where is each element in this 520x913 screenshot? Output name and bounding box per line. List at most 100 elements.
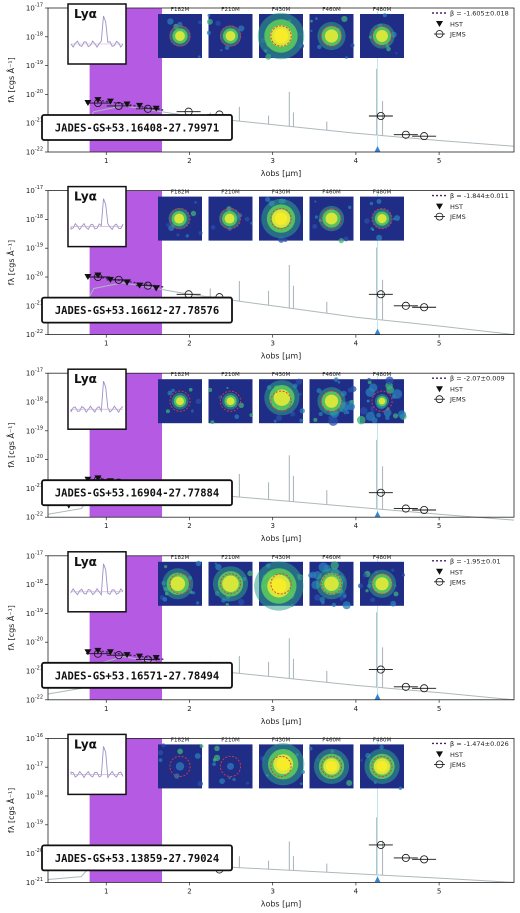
noise-speckle xyxy=(386,385,395,394)
photometry-point xyxy=(420,132,429,141)
noise-speckle xyxy=(238,598,245,606)
source-name: JADES-GS+53.16408-27.79971 xyxy=(55,123,219,135)
noise-speckle xyxy=(299,408,305,414)
legend-jems-label: JEMS xyxy=(449,213,466,221)
noise-speckle xyxy=(157,750,164,756)
source-core xyxy=(378,397,386,405)
cutout-filter-label: F430M xyxy=(272,190,291,196)
source-core xyxy=(224,213,235,224)
axes-frame xyxy=(47,555,515,701)
beta-fit-line xyxy=(97,650,165,661)
x-tick-label: 2 xyxy=(187,705,191,713)
noise-speckle xyxy=(210,420,215,425)
legend-jems-label: JEMS xyxy=(449,396,466,404)
aperture-circle xyxy=(219,755,242,777)
noise-speckle xyxy=(177,748,183,755)
x-tick-label: 2 xyxy=(187,340,191,348)
aperture-circle xyxy=(219,208,242,230)
noise-speckle xyxy=(165,409,170,414)
source-name-box xyxy=(41,844,233,872)
noise-speckle xyxy=(341,15,348,23)
x-axis-label: λobs [μm] xyxy=(261,899,302,908)
source-name-box xyxy=(41,114,233,141)
noise-speckle xyxy=(158,758,163,762)
y-tick-label: 10-19 xyxy=(26,819,43,829)
cutout-filter-label: F480M xyxy=(373,737,392,743)
noise-speckle xyxy=(345,410,350,415)
noise-speckle xyxy=(167,18,174,25)
cutout-2 xyxy=(259,196,303,243)
photometry-point xyxy=(93,99,102,108)
y-tick-label: 10-17 xyxy=(26,762,43,772)
legend-beta-label: β = -1.474±0.026 xyxy=(450,740,509,748)
photometry-point xyxy=(376,112,385,121)
cutout-3 xyxy=(308,561,354,610)
noise-speckle xyxy=(337,381,341,384)
photometry-point xyxy=(114,275,123,284)
noise-speckle xyxy=(265,197,271,203)
photometry-point xyxy=(401,130,410,139)
noise-speckle xyxy=(238,402,244,409)
legend-jems-label: JEMS xyxy=(449,31,466,39)
lya-marker-triangle xyxy=(374,876,381,883)
cutout-3 xyxy=(309,377,357,426)
source-name-box xyxy=(41,661,233,689)
noise-speckle xyxy=(383,408,392,417)
lya-inset xyxy=(67,368,127,430)
cutout-0 xyxy=(157,743,204,789)
legend-hst-label: HST xyxy=(450,386,463,394)
noise-speckle xyxy=(356,415,366,425)
x-tick-label: 4 xyxy=(354,522,359,530)
cutout-3 xyxy=(309,14,355,59)
y-tick-label: 10-20 xyxy=(26,454,43,464)
cutout-3 xyxy=(309,196,354,244)
lya-inset-spectrum xyxy=(70,15,124,48)
photometry-point xyxy=(143,281,152,290)
x-tick-label: 2 xyxy=(187,522,191,530)
noise-speckle xyxy=(247,570,253,577)
noise-speckle xyxy=(215,20,221,26)
cutout-filter-label: F460M xyxy=(322,7,341,13)
panel-1: 10-22 10-21 10-20 10-19 10-18 10-17 1 2 3 4 5 λobs … xyxy=(5,3,515,178)
aperture-circle xyxy=(169,25,191,47)
cutout-filter-label: F182M xyxy=(171,737,190,743)
noise-speckle xyxy=(225,603,229,607)
noise-speckle xyxy=(318,411,323,417)
source-core xyxy=(324,394,339,408)
noise-speckle xyxy=(207,13,211,17)
cutout-filter-label: F210M xyxy=(221,190,240,196)
aperture-circle xyxy=(371,208,393,230)
noise-speckle xyxy=(365,589,369,593)
x-tick-label: 4 xyxy=(354,705,359,713)
x-tick-label: 4 xyxy=(354,157,359,165)
noise-speckle xyxy=(382,13,387,18)
noise-speckle xyxy=(310,29,313,32)
x-axis-label: λobs [μm] xyxy=(261,534,302,543)
aperture-circle xyxy=(169,208,191,230)
noise-speckle xyxy=(228,776,231,780)
y-tick-label: 10-17 xyxy=(26,3,43,13)
x-tick-label: 4 xyxy=(354,340,359,348)
x-tick-label: 1 xyxy=(104,157,108,165)
lya-inset-label: Lyα xyxy=(74,190,97,204)
noise-speckle xyxy=(342,594,347,598)
noise-speckle xyxy=(370,406,375,411)
cutout-0 xyxy=(158,379,202,424)
noise-speckle xyxy=(385,415,390,420)
cutout-filter-label: F480M xyxy=(373,555,392,561)
x-tick-label: 1 xyxy=(104,522,108,530)
y-tick-label: 10-18 xyxy=(26,579,43,589)
axes-frame xyxy=(47,372,515,518)
source-core xyxy=(175,31,185,41)
source-name: JADES-GS+53.13859-27.79024 xyxy=(55,853,219,865)
cutout-filter-label: F480M xyxy=(373,190,392,196)
photometry-point xyxy=(420,684,429,693)
y-tick-label: 10-18 xyxy=(26,214,43,224)
lya-inset xyxy=(67,185,127,248)
cutout-filter-label: F460M xyxy=(322,190,341,196)
cutout-1 xyxy=(206,13,253,58)
aperture-circle xyxy=(371,573,393,595)
noise-speckle xyxy=(342,601,351,610)
y-tick-label: 10-18 xyxy=(26,397,43,407)
hst-point xyxy=(152,655,160,662)
